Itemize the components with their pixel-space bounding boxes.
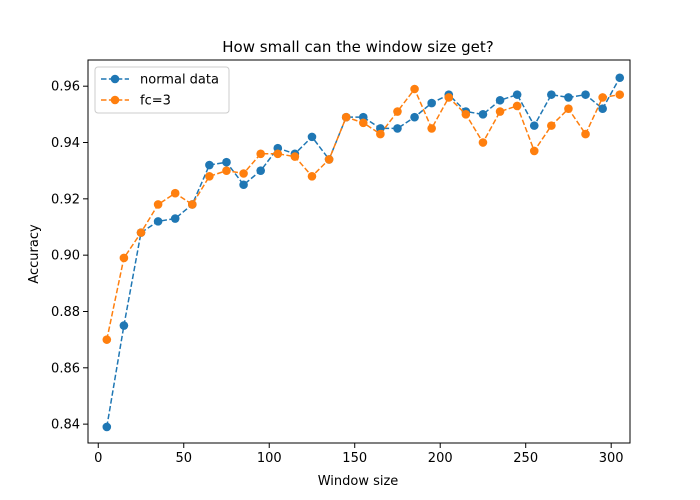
legend-marker bbox=[110, 95, 120, 105]
legend-label: fc=3 bbox=[140, 94, 171, 109]
data-point bbox=[547, 90, 556, 99]
legend: normal data fc=3 bbox=[94, 66, 230, 114]
x-tick-label: 150 bbox=[342, 451, 367, 466]
y-tick-label: 0.90 bbox=[51, 249, 80, 264]
data-point bbox=[564, 104, 573, 114]
x-tick-label: 50 bbox=[175, 451, 192, 466]
data-point bbox=[153, 217, 163, 226]
series-line bbox=[106, 77, 621, 428]
data-point bbox=[564, 93, 573, 102]
data-point bbox=[598, 93, 607, 102]
data-point bbox=[512, 90, 522, 99]
data-point bbox=[410, 112, 419, 122]
data-point bbox=[615, 73, 625, 83]
x-tick-label: 250 bbox=[513, 451, 538, 466]
chart-title: How small can the window size get? bbox=[222, 38, 493, 56]
data-point bbox=[376, 129, 385, 139]
data-point bbox=[495, 95, 505, 105]
x-tick-label: 100 bbox=[257, 451, 282, 466]
data-point bbox=[119, 253, 129, 263]
data-point bbox=[239, 180, 248, 190]
data-point bbox=[170, 214, 180, 223]
data-point bbox=[358, 118, 368, 128]
data-point bbox=[324, 155, 334, 164]
data-point bbox=[273, 149, 283, 159]
data-point bbox=[461, 110, 471, 119]
y-tick-label: 0.86 bbox=[51, 361, 80, 376]
data-point bbox=[307, 172, 317, 181]
data-point bbox=[256, 166, 265, 175]
series-0 bbox=[102, 73, 625, 432]
data-point bbox=[222, 166, 231, 175]
data-point bbox=[598, 104, 607, 114]
y-tick-label: 0.88 bbox=[51, 305, 80, 320]
data-point bbox=[478, 138, 488, 147]
data-point bbox=[393, 107, 402, 116]
data-point bbox=[478, 110, 488, 119]
data-point bbox=[427, 98, 436, 108]
x-tick-label: 200 bbox=[428, 451, 453, 466]
data-point bbox=[393, 124, 402, 133]
data-point bbox=[615, 90, 625, 99]
legend-marker bbox=[110, 74, 120, 84]
data-point bbox=[290, 152, 300, 161]
plot-frame bbox=[87, 59, 631, 444]
data-point bbox=[581, 90, 590, 99]
data-point bbox=[341, 112, 351, 122]
plot-area bbox=[102, 73, 625, 432]
data-point bbox=[410, 84, 419, 94]
data-point bbox=[307, 132, 317, 142]
y-tick-label: 0.94 bbox=[51, 136, 80, 151]
y-tick-label: 0.92 bbox=[51, 192, 80, 207]
data-point bbox=[205, 172, 214, 181]
data-point bbox=[153, 200, 163, 209]
y-tick-label: 0.96 bbox=[51, 80, 80, 95]
x-tick-label: 0 bbox=[94, 451, 102, 466]
data-point bbox=[581, 129, 590, 139]
series-1 bbox=[102, 84, 625, 344]
data-point bbox=[102, 335, 112, 344]
data-point bbox=[119, 321, 129, 330]
data-point bbox=[222, 157, 231, 167]
x-axis-label: Window size bbox=[318, 474, 399, 489]
data-point bbox=[444, 93, 454, 102]
data-point bbox=[256, 149, 265, 159]
y-axis-label: Accuracy bbox=[27, 224, 42, 284]
data-point bbox=[529, 146, 539, 156]
legend-label: normal data bbox=[140, 73, 219, 88]
data-point bbox=[512, 101, 522, 111]
data-point bbox=[427, 124, 436, 133]
y-tick-label: 0.84 bbox=[51, 418, 80, 433]
data-point bbox=[239, 169, 248, 178]
data-point bbox=[547, 121, 556, 130]
data-point bbox=[205, 160, 214, 170]
data-point bbox=[136, 228, 146, 237]
data-point bbox=[170, 188, 180, 198]
data-point bbox=[529, 121, 539, 130]
x-tick-label: 300 bbox=[599, 451, 624, 466]
data-point bbox=[102, 422, 112, 432]
data-point bbox=[495, 107, 505, 116]
data-point bbox=[187, 200, 197, 209]
